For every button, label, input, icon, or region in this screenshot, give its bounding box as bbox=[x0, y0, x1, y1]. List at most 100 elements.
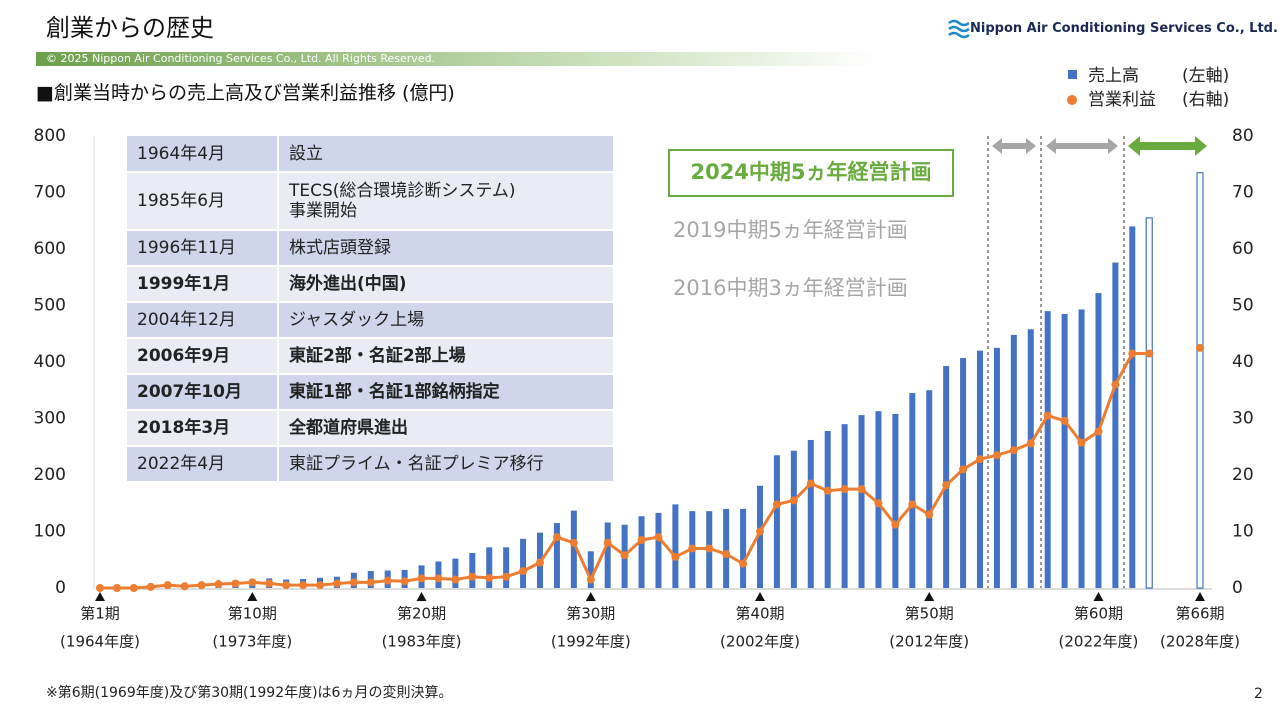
bar bbox=[790, 450, 797, 588]
bar bbox=[892, 413, 899, 588]
y2-tick-label: 70 bbox=[1232, 183, 1254, 203]
history-row: 1996年11月 株式店頭登録 bbox=[127, 230, 613, 267]
legend-swatch bbox=[1067, 95, 1077, 105]
profit-marker bbox=[1043, 411, 1052, 420]
y2-tick-label: 40 bbox=[1232, 352, 1254, 372]
x-tick-label: 第1期 bbox=[80, 605, 120, 623]
history-event: 東証2部・名証2部上場 bbox=[278, 338, 613, 375]
bar bbox=[773, 455, 780, 588]
profit-marker bbox=[976, 455, 984, 464]
profit-marker bbox=[214, 580, 223, 589]
bar bbox=[553, 523, 560, 588]
x-tick-label: 第40期 bbox=[735, 605, 784, 623]
x-tick-mark bbox=[247, 592, 258, 601]
bar bbox=[1196, 172, 1204, 589]
history-date: 2004年12月 bbox=[127, 302, 279, 339]
history-event: 全都道府県進出 bbox=[278, 410, 613, 447]
bar bbox=[1078, 309, 1085, 588]
x-tick-mark bbox=[1195, 592, 1205, 601]
x-tick-label: (1992年度) bbox=[551, 633, 631, 651]
y-tick-label: 100 bbox=[34, 522, 66, 542]
history-row: 2022年4月 東証プライム・名証プレミア移行 bbox=[127, 446, 613, 483]
profit-marker bbox=[231, 579, 240, 588]
history-date: 2007年10月 bbox=[127, 374, 279, 411]
bar bbox=[520, 538, 527, 588]
profit-marker bbox=[992, 451, 1001, 460]
company-logo bbox=[948, 19, 970, 39]
y-tick-label: 0 bbox=[55, 578, 66, 598]
profit-marker bbox=[519, 567, 528, 576]
history-event: 海外進出(中国) bbox=[278, 266, 613, 303]
profit-marker bbox=[112, 584, 121, 592]
x-tick-label: (1973年度) bbox=[212, 633, 292, 651]
profit-marker bbox=[366, 578, 375, 587]
bar bbox=[993, 347, 1000, 588]
x-tick-mark bbox=[585, 592, 596, 601]
legend-axis: (左軸) bbox=[1182, 66, 1229, 86]
profit-marker bbox=[349, 578, 358, 587]
footnote: ※第6期(1969年度)及び第30期(1992年度)は6ヵ月の変則決算。 bbox=[46, 685, 453, 701]
profit-marker bbox=[1196, 343, 1204, 352]
profit-marker bbox=[942, 481, 951, 490]
profit-marker bbox=[806, 479, 815, 488]
history-event: TECS(総合環境診断システム) 事業開始 bbox=[278, 172, 613, 231]
y-tick-label: 500 bbox=[34, 296, 66, 316]
profit-marker bbox=[248, 578, 257, 587]
bar bbox=[740, 508, 747, 588]
bar bbox=[757, 485, 763, 588]
history-event: 東証1部・名証1部銘柄指定 bbox=[278, 374, 613, 411]
y2-tick-label: 10 bbox=[1232, 522, 1254, 542]
y2-tick-label: 20 bbox=[1232, 465, 1254, 485]
profit-marker bbox=[502, 572, 511, 581]
profit-marker bbox=[180, 582, 189, 591]
bar bbox=[486, 547, 493, 588]
bar bbox=[570, 510, 577, 588]
history-row: 2004年12月 ジャスダック上場 bbox=[127, 302, 613, 339]
plan-arrow bbox=[1046, 138, 1118, 154]
bar bbox=[604, 522, 611, 588]
profit-marker bbox=[400, 577, 409, 586]
history-event: 東証プライム・名証プレミア移行 bbox=[278, 446, 613, 483]
history-date: 1996年11月 bbox=[127, 230, 279, 267]
profit-marker bbox=[282, 581, 291, 590]
profit-marker bbox=[671, 552, 680, 561]
y-tick-label: 300 bbox=[34, 409, 66, 429]
bar bbox=[1112, 262, 1119, 588]
plan-arrow bbox=[1128, 136, 1207, 156]
profit-marker bbox=[332, 579, 341, 588]
x-tick-label: 第10期 bbox=[228, 605, 277, 623]
history-row: 1999年1月 海外進出(中国) bbox=[127, 266, 613, 303]
x-tick-label: 第20期 bbox=[397, 605, 446, 623]
page-title: 創業からの歴史 bbox=[46, 14, 214, 42]
profit-marker bbox=[96, 584, 104, 592]
profit-marker bbox=[1077, 438, 1086, 447]
profit-marker bbox=[485, 573, 494, 582]
company-name: Nippon Air Conditioning Services Co., Lt… bbox=[970, 21, 1278, 36]
profit-marker bbox=[874, 499, 883, 508]
plan-arrow bbox=[992, 138, 1036, 154]
y2-tick-label: 50 bbox=[1232, 296, 1254, 316]
profit-marker bbox=[637, 535, 646, 544]
x-tick-mark bbox=[924, 592, 935, 601]
profit-marker bbox=[451, 575, 460, 584]
bar bbox=[1027, 329, 1034, 588]
profit-marker bbox=[265, 579, 274, 588]
history-date: 2022年4月 bbox=[127, 446, 279, 483]
x-tick-label: 第66期 bbox=[1175, 605, 1224, 623]
profit-marker bbox=[603, 538, 612, 547]
history-event: 株式店頭登録 bbox=[278, 230, 613, 267]
profit-marker bbox=[840, 485, 849, 494]
header-band bbox=[36, 52, 876, 66]
bar bbox=[655, 512, 662, 588]
profit-marker bbox=[959, 465, 968, 474]
page-number: 2 bbox=[1254, 686, 1263, 702]
y-tick-label: 600 bbox=[34, 239, 66, 259]
profit-marker bbox=[569, 538, 578, 547]
y-tick-label: 800 bbox=[34, 126, 66, 146]
y2-tick-label: 80 bbox=[1232, 126, 1254, 146]
bar bbox=[1095, 293, 1102, 588]
y2-tick-label: 30 bbox=[1232, 409, 1254, 429]
y-tick-label: 200 bbox=[34, 465, 66, 485]
